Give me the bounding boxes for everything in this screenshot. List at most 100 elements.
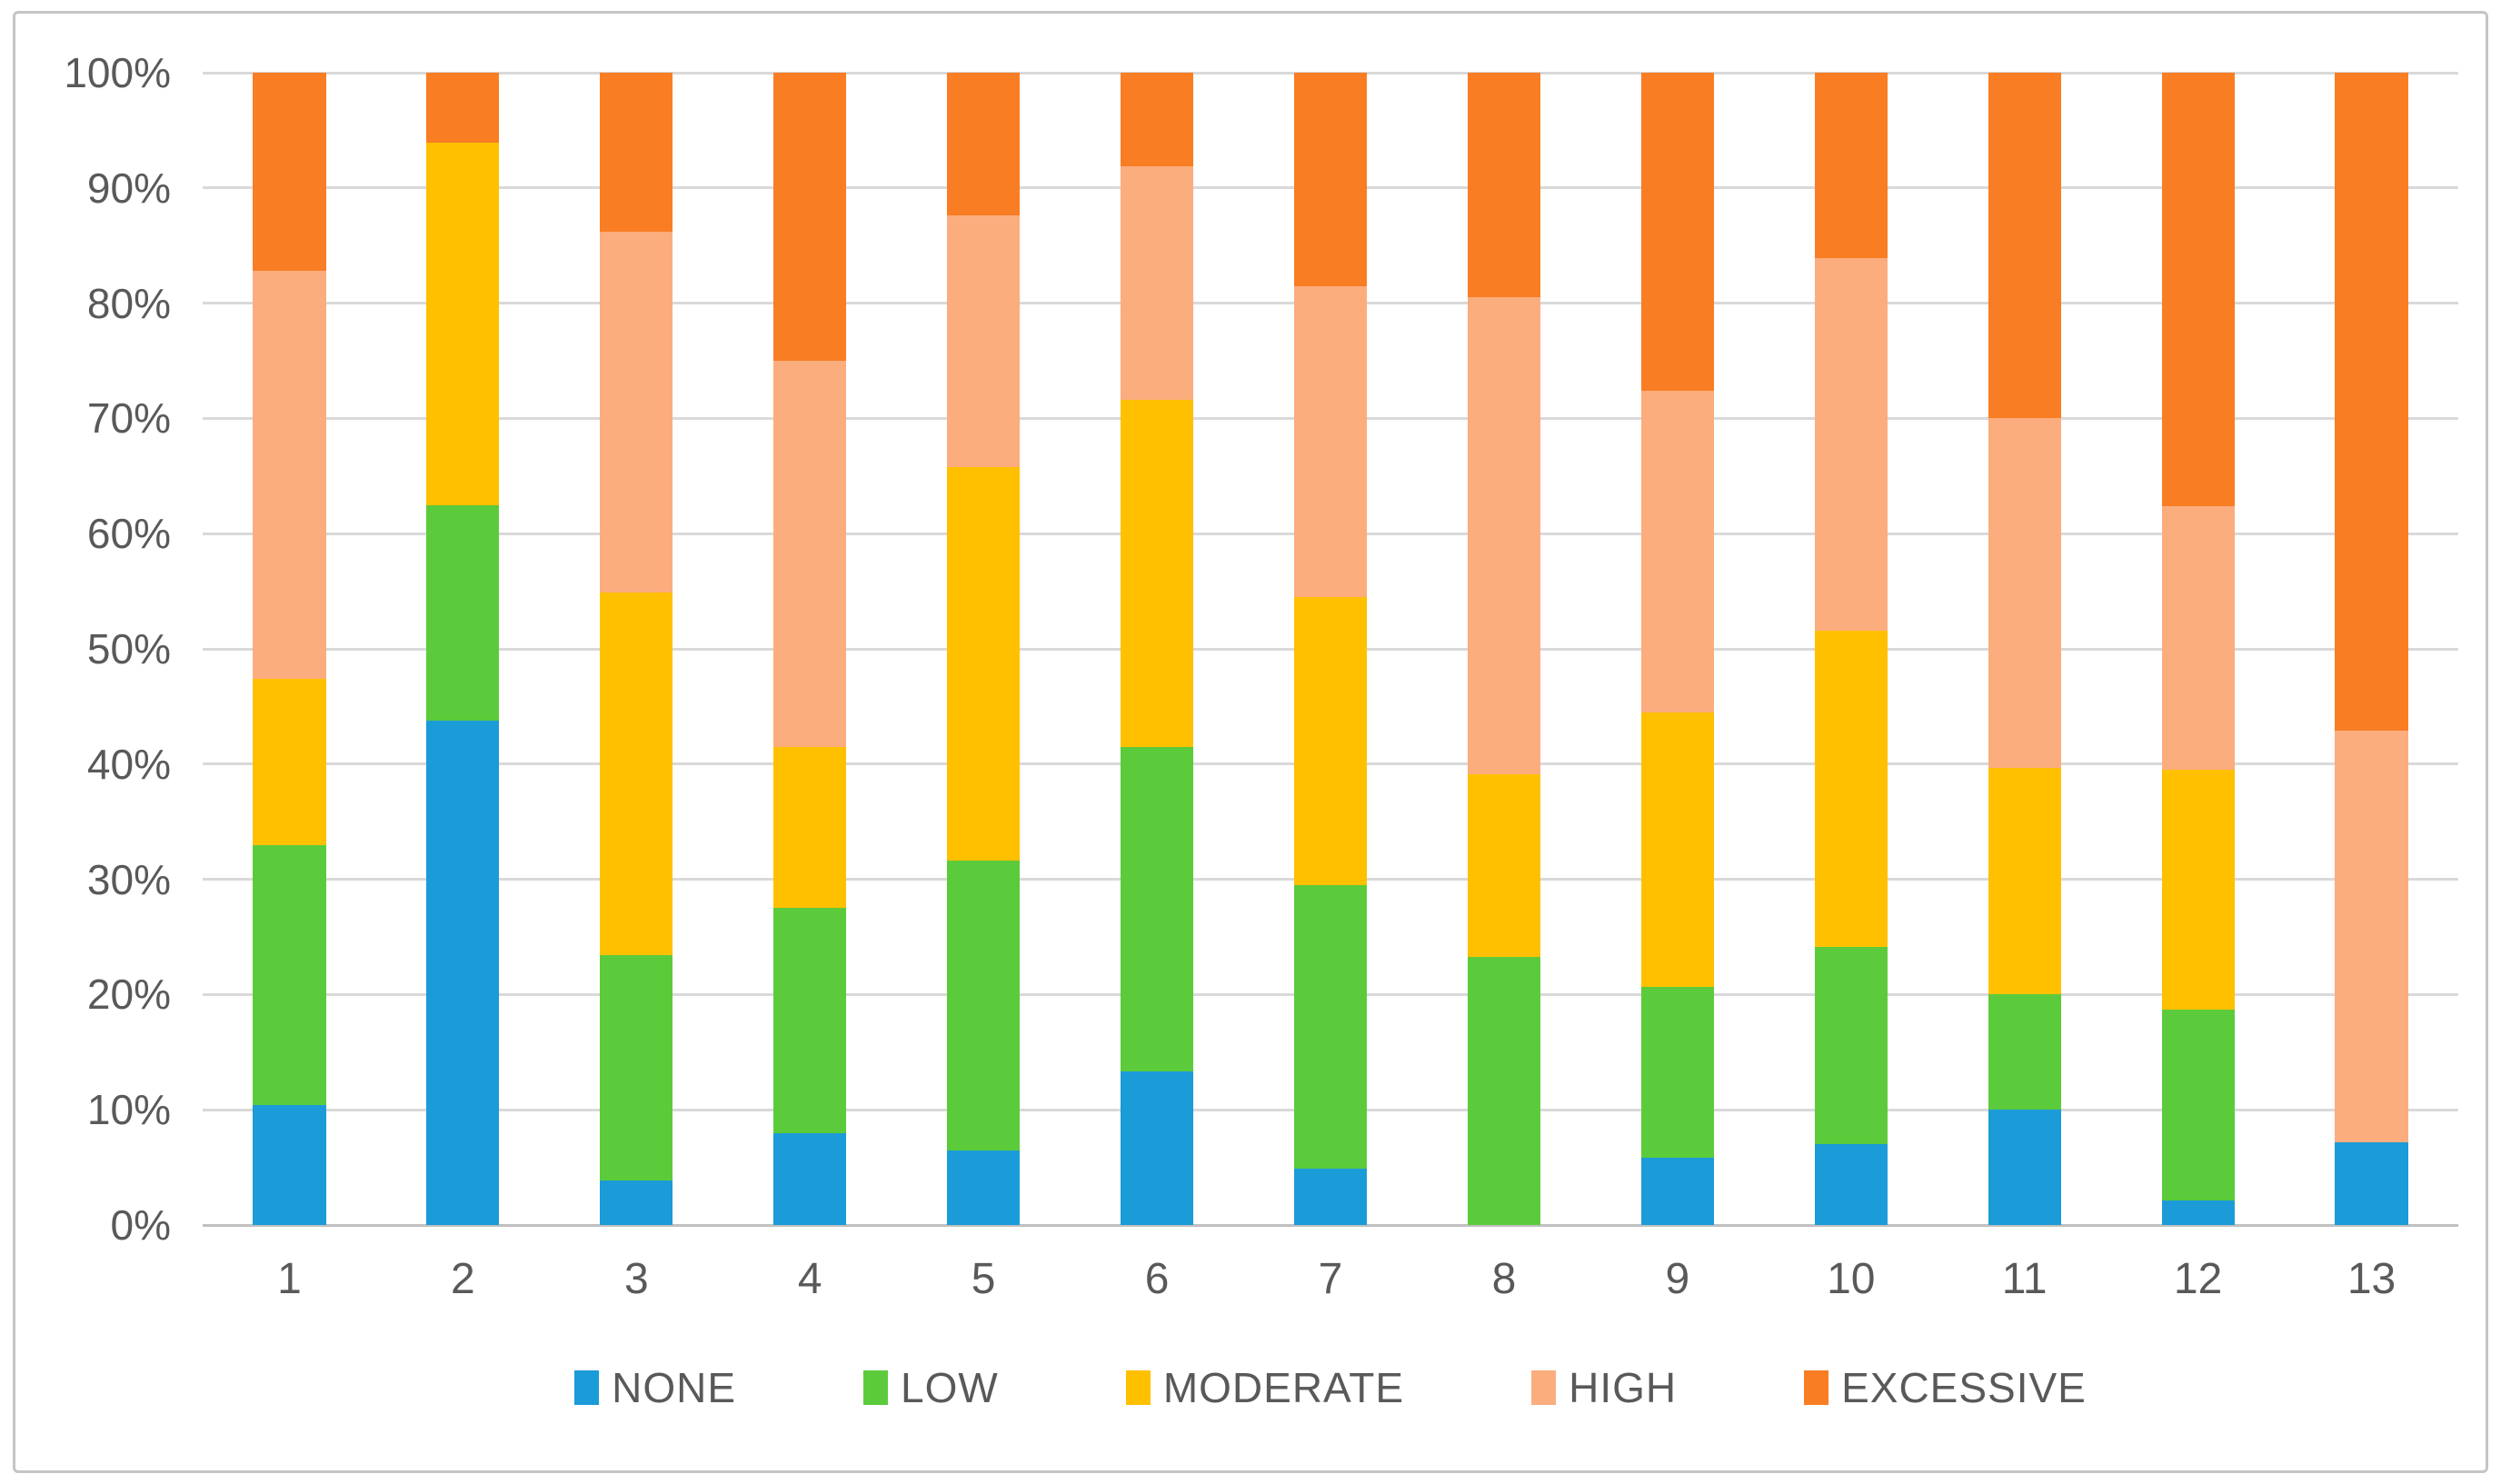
bar-segment-excessive xyxy=(947,73,1021,216)
legend-label: LOW xyxy=(901,1364,999,1411)
bar-segment-moderate xyxy=(426,143,500,505)
y-tick-label: 80% xyxy=(86,279,171,327)
bar-segment-excessive xyxy=(1814,73,1888,259)
bar-segment-high xyxy=(2161,505,2235,771)
x-tick-label: 3 xyxy=(623,1255,649,1303)
legend-swatch-icon xyxy=(1804,1370,1829,1405)
legend-item-none: NONE xyxy=(574,1363,736,1412)
bar-segment-high xyxy=(1120,165,1194,401)
legend-item-low: LOW xyxy=(863,1363,999,1412)
bar-segment-excessive xyxy=(2335,73,2408,732)
bar-segment-excessive xyxy=(1640,73,1714,391)
bar-segment-low xyxy=(253,844,326,1106)
bar-segment-moderate xyxy=(1467,774,1541,957)
stacked-bar-6 xyxy=(1120,73,1194,1225)
bar-segment-low xyxy=(1120,746,1194,1072)
bar-segment-high xyxy=(1293,285,1368,597)
stacked-bar-5 xyxy=(947,73,1021,1225)
bar-segment-excessive xyxy=(253,73,326,272)
bar-segment-low xyxy=(1814,947,1888,1145)
bar-segment-moderate xyxy=(947,466,1021,862)
bar-segment-moderate xyxy=(253,679,326,845)
bar-segment-moderate xyxy=(1640,712,1714,987)
stacked-bar-11 xyxy=(1988,73,2061,1225)
stacked-bar-4 xyxy=(773,73,847,1225)
x-tick-label: 4 xyxy=(797,1255,822,1303)
bar-segment-low xyxy=(2161,1009,2235,1201)
legend-label: EXCESSIVE xyxy=(1841,1364,2087,1411)
y-tick-label: 100% xyxy=(64,49,171,96)
legend-item-high: HIGH xyxy=(1531,1363,1677,1412)
y-tick-label: 70% xyxy=(86,394,171,443)
bar-segment-low xyxy=(600,955,673,1180)
bar-segment-none xyxy=(1640,1158,1714,1225)
bar-segment-moderate xyxy=(1988,767,2061,995)
legend-swatch-icon xyxy=(1125,1370,1151,1405)
y-tick-label: 90% xyxy=(86,164,171,212)
x-tick-label: 13 xyxy=(2347,1255,2396,1303)
x-tick-label: 5 xyxy=(971,1255,996,1303)
stacked-bar-3 xyxy=(600,73,673,1225)
bar-segment-none xyxy=(1293,1168,1368,1225)
stacked-bar-13 xyxy=(2335,73,2408,1225)
bar-segment-excessive xyxy=(773,73,847,362)
bar-segment-none xyxy=(1120,1071,1194,1225)
x-axis-line xyxy=(203,1223,2458,1227)
bar-segment-excessive xyxy=(1988,73,2061,419)
y-tick-label: 40% xyxy=(86,740,171,788)
x-tick-label: 6 xyxy=(1144,1255,1170,1303)
y-tick-label: 60% xyxy=(86,510,171,558)
bar-segment-moderate xyxy=(2161,770,2235,1010)
bar-segment-high xyxy=(1814,258,1888,631)
x-tick-label: 10 xyxy=(1827,1255,1876,1303)
bar-segment-none xyxy=(426,720,500,1225)
bar-segment-none xyxy=(2161,1200,2235,1225)
bar-segment-high xyxy=(253,271,326,679)
y-tick-label: 0% xyxy=(110,1201,171,1249)
gridline xyxy=(203,71,2458,75)
bar-segment-high xyxy=(947,215,1021,467)
legend-swatch-icon xyxy=(574,1370,600,1405)
legend-label: MODERATE xyxy=(1162,1364,1405,1411)
bar-segment-moderate xyxy=(773,746,847,909)
bar-segment-high xyxy=(1988,418,2061,768)
y-tick-label: 10% xyxy=(86,1086,171,1134)
legend-swatch-icon xyxy=(863,1370,889,1405)
bar-segment-moderate xyxy=(1814,630,1888,948)
bar-segment-low xyxy=(947,861,1021,1150)
bar-segment-high xyxy=(1640,391,1714,712)
bar-segment-low xyxy=(1293,884,1368,1169)
x-tick-label: 2 xyxy=(451,1255,475,1303)
bar-segment-moderate xyxy=(1293,596,1368,885)
bar-segment-excessive xyxy=(600,73,673,233)
bar-segment-high xyxy=(600,232,673,593)
bar-segment-excessive xyxy=(1467,73,1541,298)
bar-segment-low xyxy=(426,504,500,721)
bar-segment-none xyxy=(600,1180,673,1225)
bar-segment-low xyxy=(1467,956,1541,1225)
bar-segment-none xyxy=(773,1132,847,1225)
bar-segment-excessive xyxy=(1293,73,1368,286)
y-tick-label: 30% xyxy=(86,855,171,903)
bar-segment-high xyxy=(1467,297,1541,775)
bar-segment-none xyxy=(947,1150,1021,1225)
bar-segment-high xyxy=(2335,731,2408,1142)
bar-segment-high xyxy=(773,361,847,747)
bar-segment-moderate xyxy=(600,592,673,956)
y-tick-label: 50% xyxy=(86,625,171,672)
y-tick-label: 20% xyxy=(86,971,171,1019)
bar-segment-none xyxy=(1988,1110,2061,1225)
stacked-bar-12 xyxy=(2161,73,2235,1225)
x-tick-label: 1 xyxy=(277,1255,302,1303)
x-tick-label: 12 xyxy=(2173,1255,2223,1303)
legend-item-excessive: EXCESSIVE xyxy=(1804,1363,2087,1412)
bar-segment-none xyxy=(1814,1144,1888,1225)
bar-segment-low xyxy=(773,908,847,1133)
bar-segment-excessive xyxy=(426,73,500,144)
bar-segment-none xyxy=(2335,1141,2408,1225)
legend-label: HIGH xyxy=(1569,1364,1678,1411)
x-tick-label: 7 xyxy=(1318,1255,1343,1303)
bar-segment-excessive xyxy=(2161,73,2235,506)
